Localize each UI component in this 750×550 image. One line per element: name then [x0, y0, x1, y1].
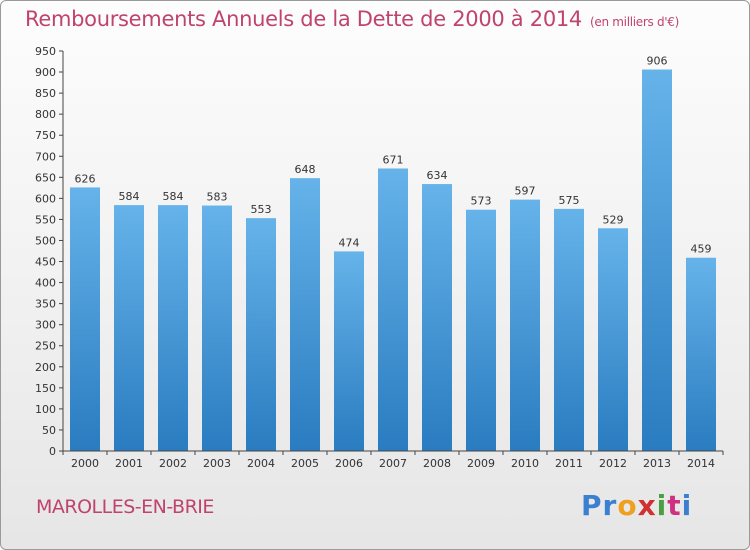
bar: [334, 251, 364, 451]
bar: [70, 187, 100, 451]
logo-letter: i: [656, 489, 668, 522]
x-axis: 2000 2001 2002 2003 2004 2005 2006 2007 2008 2009…: [62, 450, 724, 470]
bar: [510, 199, 540, 451]
y-tick-label: 550: [35, 213, 56, 226]
logo-letter: t: [667, 489, 682, 522]
x-tick-label: 2014: [687, 457, 715, 470]
y-tick-label: 250: [35, 340, 56, 353]
bar: [466, 209, 496, 451]
logo-letter: i: [681, 489, 693, 522]
bar-value-label: 906: [647, 55, 668, 68]
logo-letter: x: [637, 489, 657, 522]
x-tick-label: 2007: [379, 457, 407, 470]
bar-value-label: 648: [295, 163, 316, 176]
y-tick-label: 650: [35, 171, 56, 184]
x-tick-label: 2000: [71, 457, 99, 470]
bar-value-label: 553: [251, 203, 272, 216]
y-tick-label: 600: [35, 192, 56, 205]
y-tick-label: 400: [35, 277, 56, 290]
x-tick-label: 2010: [511, 457, 539, 470]
x-tick-label: 2012: [599, 457, 627, 470]
title-text: Remboursements Annuels de la Dette de 20…: [25, 7, 582, 31]
bar-value-label: 671: [383, 153, 404, 166]
y-tick-label: 450: [35, 256, 56, 269]
x-tick-label: 2002: [159, 457, 187, 470]
bar-value-label: 573: [471, 195, 492, 208]
x-tick-label: 2003: [203, 457, 231, 470]
bar: [114, 205, 144, 451]
bar: [686, 257, 716, 451]
bar-value-label: 583: [207, 191, 228, 204]
y-axis: 0 50 100 150 200 250 300 350 400 450 500 550 600 650 7…: [35, 45, 64, 458]
x-tick-label: 2006: [335, 457, 363, 470]
bar: [378, 168, 408, 451]
bar: [246, 218, 276, 451]
logo-letter: o: [617, 489, 638, 522]
bar-value-label: 626: [75, 172, 96, 185]
bars: 626 584 584 583 553 648 474 671 634 573 597 575 529 9…: [70, 55, 716, 452]
y-tick-label: 750: [35, 129, 56, 142]
y-tick-label: 850: [35, 87, 56, 100]
bar-value-label: 584: [163, 190, 184, 203]
y-tick-label: 350: [35, 298, 56, 311]
y-tick-label: 700: [35, 150, 56, 163]
bar: [554, 208, 584, 451]
bar-value-label: 597: [515, 185, 536, 198]
x-tick-label: 2009: [467, 457, 495, 470]
y-tick-label: 150: [35, 382, 56, 395]
y-tick-label: 0: [49, 445, 56, 458]
logo-letter: r: [602, 489, 618, 522]
y-tick-label: 300: [35, 319, 56, 332]
x-tick-label: 2004: [247, 457, 275, 470]
x-tick-label: 2005: [291, 457, 319, 470]
chart-title: Remboursements Annuels de la Dette de 20…: [25, 7, 679, 31]
proxiti-logo: Proxiti: [581, 489, 692, 522]
unit-label: (en milliers d'€): [590, 15, 680, 29]
x-tick-label: 2008: [423, 457, 451, 470]
bar-value-label: 575: [559, 194, 580, 207]
bar: [290, 178, 320, 451]
bar: [598, 228, 628, 451]
y-tick-label: 950: [35, 45, 56, 58]
y-tick-label: 100: [35, 403, 56, 416]
bar: [158, 205, 188, 451]
y-tick-label: 900: [35, 66, 56, 79]
bar-value-label: 474: [339, 236, 360, 249]
x-tick-label: 2001: [115, 457, 143, 470]
bar-value-label: 459: [691, 243, 712, 256]
bar: [202, 205, 232, 451]
bar: [422, 184, 452, 452]
y-tick-label: 500: [35, 234, 56, 247]
y-tick-label: 800: [35, 108, 56, 121]
bar-value-label: 529: [603, 213, 624, 226]
y-tick-label: 200: [35, 361, 56, 374]
x-tick-label: 2013: [643, 457, 671, 470]
x-tick-label: 2011: [555, 457, 583, 470]
bar: [642, 69, 672, 452]
logo-letter: P: [581, 489, 603, 522]
y-tick-label: 50: [42, 424, 56, 437]
town-name: MAROLLES-EN-BRIE: [36, 496, 214, 518]
bar-value-label: 634: [427, 169, 448, 182]
bar-value-label: 584: [119, 190, 140, 203]
